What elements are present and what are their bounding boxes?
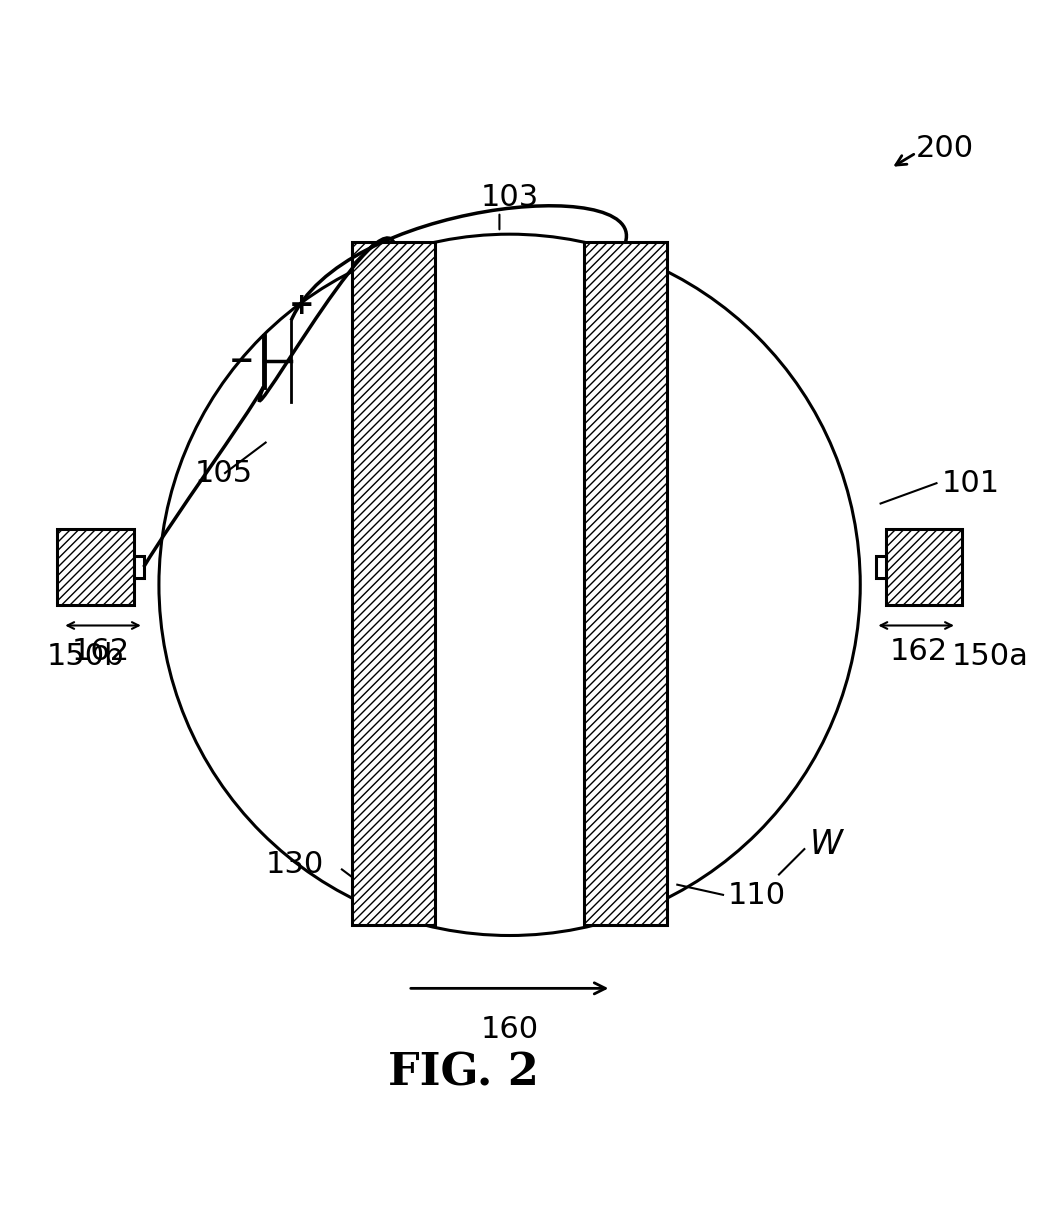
- Bar: [57, 529, 134, 606]
- Text: 130: 130: [266, 850, 323, 879]
- Text: 110: 110: [728, 880, 785, 910]
- Text: 103: 103: [480, 183, 538, 212]
- Text: 162: 162: [890, 636, 947, 665]
- Bar: [875, 556, 886, 579]
- Bar: [583, 243, 666, 926]
- Text: 105: 105: [194, 459, 252, 488]
- Text: FIG. 2: FIG. 2: [387, 1051, 538, 1094]
- Text: 160: 160: [481, 1015, 538, 1044]
- Text: 150b: 150b: [47, 642, 124, 670]
- Bar: [351, 243, 435, 926]
- Text: 200: 200: [916, 134, 974, 162]
- Bar: [351, 243, 435, 926]
- Text: 150a: 150a: [951, 642, 1028, 670]
- Text: W: W: [809, 828, 842, 861]
- Text: 101: 101: [941, 469, 999, 498]
- Bar: [886, 529, 962, 606]
- Bar: [886, 529, 962, 606]
- Bar: [583, 243, 666, 926]
- Bar: [134, 556, 144, 579]
- Text: +: +: [288, 291, 314, 320]
- Text: −: −: [228, 347, 253, 376]
- Bar: [57, 529, 134, 606]
- Text: 162: 162: [71, 636, 129, 665]
